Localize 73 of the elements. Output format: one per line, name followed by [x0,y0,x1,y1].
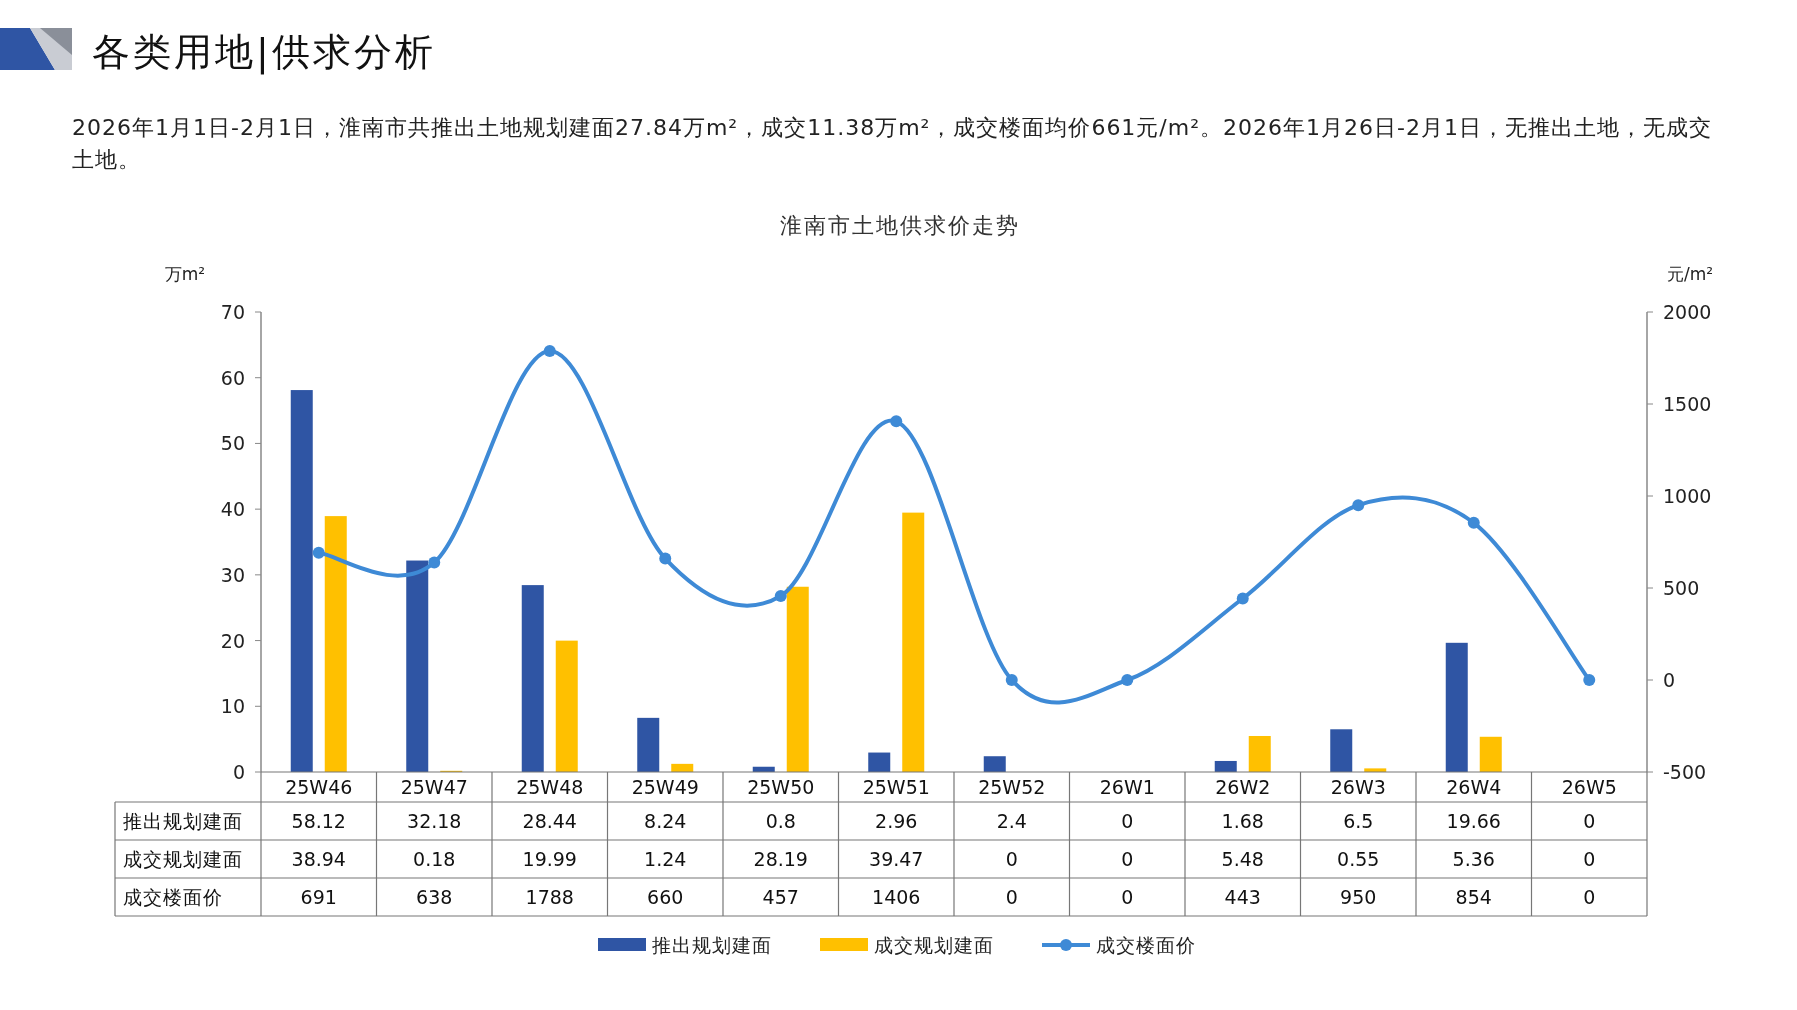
data-label: 1406 [872,886,921,908]
data-label: 0 [1005,886,1018,908]
data-label: 5.48 [1221,848,1264,870]
data-label: 457 [762,886,799,908]
data-label: 8.24 [644,810,687,832]
data-label: 19.66 [1446,810,1501,832]
y-tick-label: 20 [220,629,245,652]
data-label: 58.12 [291,810,346,832]
data-label: 0.55 [1337,848,1380,870]
data-label: 638 [416,886,453,908]
y2-tick-label: 500 [1663,577,1700,599]
chart-subtitle: 2026年1月1日-2月1日，淮南市共推出土地规划建面27.84万m²，成交11.38万m²，成交楼面均价661元/m²。2026年1月26日-2月1日，无推出土地，无成交土地。 [72,114,1712,174]
data-label: 1.24 [644,848,687,870]
legend-label: 成交楼面价 [1096,934,1196,956]
data-label: 660 [647,886,684,908]
data-label: 28.44 [522,810,577,832]
legend-label: 推出规划建面 [652,934,772,956]
y2-tick-label: -500 [1663,761,1707,783]
x-tick-label: 26W3 [1330,776,1386,798]
data-label: 2.96 [875,810,918,832]
y-tick-label: 0 [232,761,245,783]
data-label: 28.19 [753,848,808,870]
x-tick-label: 26W2 [1215,776,1271,798]
text: 成交规划建面 [123,848,243,870]
chart-title: 淮南市土地供求价走势 [780,213,1020,238]
data-label: 6.5 [1343,810,1374,832]
x-tick-label: 26W5 [1561,776,1617,798]
x-tick-label: 25W46 [285,776,353,798]
data-label: 0 [1121,886,1134,908]
y-axis-title: 万m² [164,264,206,284]
y-tick-label: 70 [220,301,245,323]
data-label: 0 [1121,848,1134,870]
y2-tick-label: 1000 [1663,485,1712,507]
data-label: 2.4 [996,810,1027,832]
text: 各类用地|供求分析 [92,30,436,75]
x-tick-label: 26W1 [1099,776,1155,798]
data-label: 950 [1340,886,1377,908]
data-label: 0 [1005,848,1018,870]
data-label: 443 [1224,886,1261,908]
y-tick-label: 40 [220,498,245,521]
x-tick-label: 25W51 [862,776,930,798]
data-label: 1788 [525,886,574,908]
x-tick-label: 25W48 [516,776,584,798]
x-tick-label: 25W49 [631,776,699,798]
y-tick-label: 10 [220,695,245,718]
y2-tick-label: 2000 [1663,301,1712,323]
text: 成交楼面价 [123,886,223,908]
data-label: 0 [1583,886,1596,908]
data-label: 5.36 [1452,848,1495,870]
y-tick-label: 50 [220,432,245,455]
x-tick-label: 25W50 [747,776,815,798]
text: 推出规划建面 [123,810,243,832]
data-label: 0.18 [413,848,456,870]
x-tick-label: 25W52 [978,776,1046,798]
y2-tick-label: 1500 [1663,393,1712,415]
data-label: 854 [1455,886,1492,908]
x-tick-label: 25W47 [400,776,468,798]
data-label: 1.68 [1221,810,1264,832]
data-label: 32.18 [407,810,462,832]
data-label: 0 [1583,848,1596,870]
data-label: 38.94 [291,848,346,870]
y2-axis-title: 元/m² [1666,264,1714,284]
data-label: 691 [300,886,337,908]
data-label: 0 [1583,810,1596,832]
y-tick-label: 30 [220,563,245,586]
data-label: 0 [1121,810,1134,832]
data-label: 19.99 [522,848,577,870]
y-tick-label: 60 [220,366,245,389]
data-label: 0.8 [765,810,796,832]
y2-tick-label: 0 [1663,669,1676,691]
x-tick-label: 26W4 [1446,776,1502,798]
data-label: 39.47 [869,848,924,870]
legend-label: 成交规划建面 [874,934,994,956]
